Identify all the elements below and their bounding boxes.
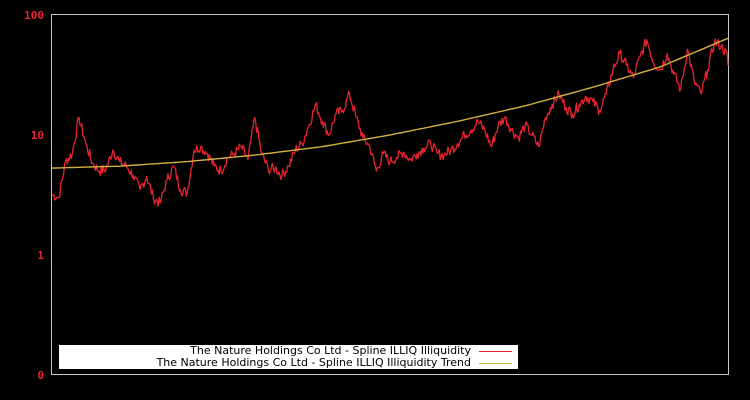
illiquidity-line <box>51 38 729 207</box>
y-tick-1: 1 <box>37 249 44 262</box>
legend-swatch-illiquidity <box>479 350 512 352</box>
y-tick-10: 10 <box>30 129 44 142</box>
legend-item-illiquidity: The Nature Holdings Co Ltd - Spline ILLI… <box>190 345 512 357</box>
legend-swatch-trend <box>479 362 512 364</box>
y-tick-0: 0 <box>37 369 44 382</box>
y-tick-100: 100 <box>24 9 44 22</box>
legend-label-illiquidity: The Nature Holdings Co Ltd - Spline ILLI… <box>190 344 471 357</box>
legend-item-trend: The Nature Holdings Co Ltd - Spline ILLI… <box>157 357 512 369</box>
plot-frame <box>51 14 729 375</box>
chart-legend: The Nature Holdings Co Ltd - Spline ILLI… <box>59 345 518 369</box>
series-layer <box>51 37 729 207</box>
legend-label-trend: The Nature Holdings Co Ltd - Spline ILLI… <box>156 356 471 369</box>
trend-line <box>51 37 729 169</box>
